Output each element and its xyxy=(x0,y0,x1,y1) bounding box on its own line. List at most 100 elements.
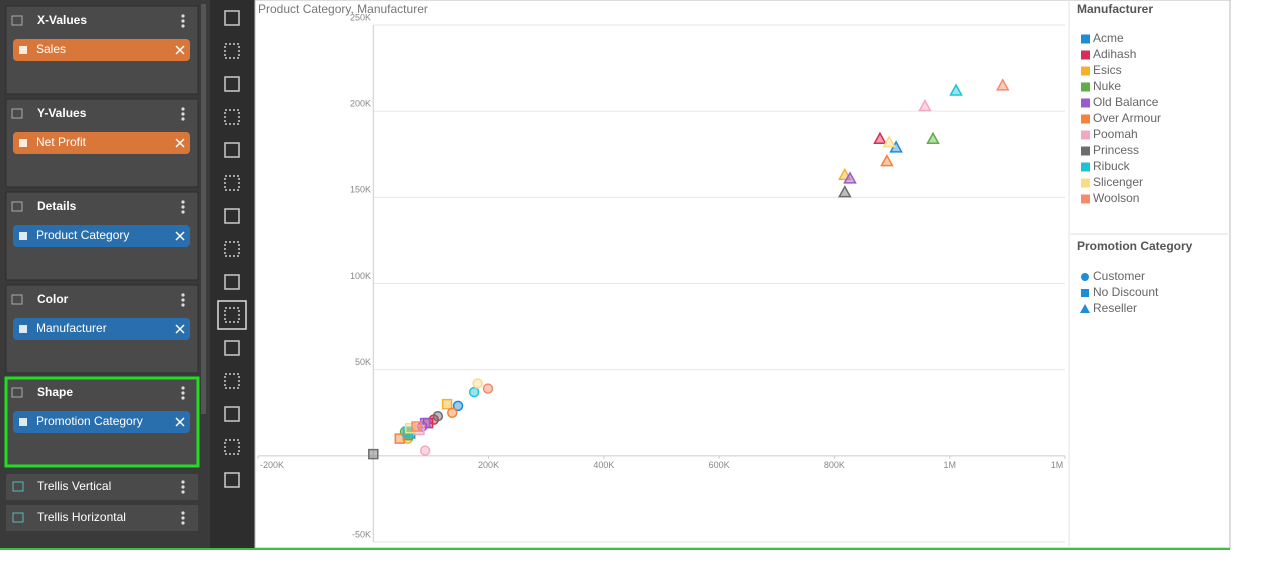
tool-icon[interactable] xyxy=(224,10,240,26)
data-point[interactable] xyxy=(394,433,406,444)
tool-selected xyxy=(217,300,247,330)
well-menu[interactable] xyxy=(181,511,185,515)
shape-legend-icon[interactable] xyxy=(1081,289,1089,297)
legend-label[interactable]: Poomah xyxy=(1093,127,1138,141)
legend-label[interactable]: Esics xyxy=(1093,63,1122,77)
well-menu[interactable] xyxy=(181,298,185,302)
well-menu[interactable] xyxy=(181,521,185,525)
data-point[interactable] xyxy=(949,83,963,96)
remove-field[interactable] xyxy=(175,231,185,241)
x-tick-label: 600K xyxy=(709,460,730,470)
data-point[interactable] xyxy=(441,398,453,410)
well-menu[interactable] xyxy=(181,14,185,18)
data-point[interactable] xyxy=(882,135,896,148)
tool-icon[interactable] xyxy=(224,307,240,323)
tool-icon[interactable] xyxy=(224,208,240,224)
tool-icon[interactable] xyxy=(224,109,240,125)
remove-field[interactable] xyxy=(175,138,185,148)
tool-icon[interactable] xyxy=(224,373,240,389)
well-menu[interactable] xyxy=(181,396,185,400)
data-point[interactable] xyxy=(995,78,1010,91)
trellis-title: Trellis Vertical xyxy=(37,479,111,493)
remove-field[interactable] xyxy=(175,417,185,427)
well-menu[interactable] xyxy=(181,480,185,484)
shape-legend-label[interactable]: No Discount xyxy=(1093,285,1159,299)
tool-icon[interactable] xyxy=(224,175,240,191)
tool-icon[interactable] xyxy=(224,439,240,455)
legend-swatch xyxy=(1081,50,1090,60)
data-point[interactable] xyxy=(404,423,416,434)
legend-label[interactable]: Old Balance xyxy=(1093,95,1159,109)
legend-label[interactable]: Ribuck xyxy=(1093,159,1131,173)
tool-icon[interactable] xyxy=(224,43,240,59)
field-pill[interactable] xyxy=(13,39,190,61)
scrollbar[interactable] xyxy=(201,4,206,414)
tool-icon[interactable] xyxy=(224,472,240,488)
legend-swatch xyxy=(1081,130,1090,140)
tool-icon[interactable] xyxy=(224,340,240,356)
well-menu[interactable] xyxy=(181,303,185,307)
legend-swatch xyxy=(1081,66,1090,76)
well-menu[interactable] xyxy=(181,200,185,204)
tool-icon[interactable] xyxy=(224,274,240,290)
legend-swatch xyxy=(1081,178,1090,188)
data-point[interactable] xyxy=(873,131,887,144)
well-icon xyxy=(11,387,23,398)
data-point[interactable] xyxy=(880,154,894,167)
data-point[interactable] xyxy=(419,445,431,456)
field-pill[interactable] xyxy=(13,225,190,247)
tool-icon[interactable] xyxy=(224,76,240,92)
legend-label[interactable]: Woolson xyxy=(1093,191,1139,205)
shape-legend-icon[interactable] xyxy=(1081,273,1089,281)
legend-label[interactable]: Princess xyxy=(1093,143,1139,157)
data-point[interactable] xyxy=(918,98,932,112)
field-pill[interactable] xyxy=(13,132,190,154)
well-menu[interactable] xyxy=(181,391,185,395)
shape-legend-label[interactable]: Customer xyxy=(1093,269,1145,283)
data-point[interactable] xyxy=(926,131,940,144)
well-menu[interactable] xyxy=(181,293,185,297)
shape-legend-label[interactable]: Reseller xyxy=(1093,301,1137,315)
legend-label[interactable]: Slicenger xyxy=(1093,175,1143,189)
well-menu[interactable] xyxy=(181,490,185,494)
well-menu[interactable] xyxy=(181,112,185,116)
well-menu[interactable] xyxy=(181,117,185,121)
well-menu[interactable] xyxy=(181,210,185,214)
field-pill[interactable] xyxy=(13,318,190,340)
data-point[interactable] xyxy=(843,171,857,184)
field-icon xyxy=(19,232,27,240)
well-menu[interactable] xyxy=(181,107,185,111)
well-icon xyxy=(11,108,23,119)
well-menu[interactable] xyxy=(181,516,185,520)
data-point[interactable] xyxy=(432,410,444,422)
well-menu[interactable] xyxy=(181,205,185,209)
data-point[interactable] xyxy=(411,421,422,432)
data-point[interactable] xyxy=(452,400,464,412)
data-point[interactable] xyxy=(468,386,480,398)
well-menu[interactable] xyxy=(181,19,185,23)
well-menu[interactable] xyxy=(181,485,185,489)
legend-label[interactable]: Acme xyxy=(1093,31,1124,45)
tool-icon[interactable] xyxy=(224,406,240,422)
tool-icon[interactable] xyxy=(224,241,240,257)
legend-label[interactable]: Adihash xyxy=(1093,47,1136,61)
legend-label[interactable]: Nuke xyxy=(1093,79,1121,93)
data-point[interactable] xyxy=(482,383,494,394)
data-point[interactable] xyxy=(472,378,483,389)
data-point[interactable] xyxy=(447,407,458,418)
remove-field[interactable] xyxy=(175,324,185,334)
field-name: Sales xyxy=(36,42,66,56)
field-pill[interactable] xyxy=(13,411,190,433)
x-tick-label: 400K xyxy=(593,460,614,470)
tool-icon[interactable] xyxy=(224,142,240,158)
data-point[interactable] xyxy=(838,185,852,198)
field-name: Product Category xyxy=(36,228,129,242)
remove-field[interactable] xyxy=(175,45,185,55)
well-menu[interactable] xyxy=(181,24,185,28)
shape-legend-icon[interactable] xyxy=(1080,304,1090,313)
data-point[interactable] xyxy=(368,448,379,460)
toolbar xyxy=(210,0,255,548)
legend-label[interactable]: Over Armour xyxy=(1093,111,1161,125)
toolbar-icons xyxy=(217,10,247,488)
well-menu[interactable] xyxy=(181,386,185,390)
